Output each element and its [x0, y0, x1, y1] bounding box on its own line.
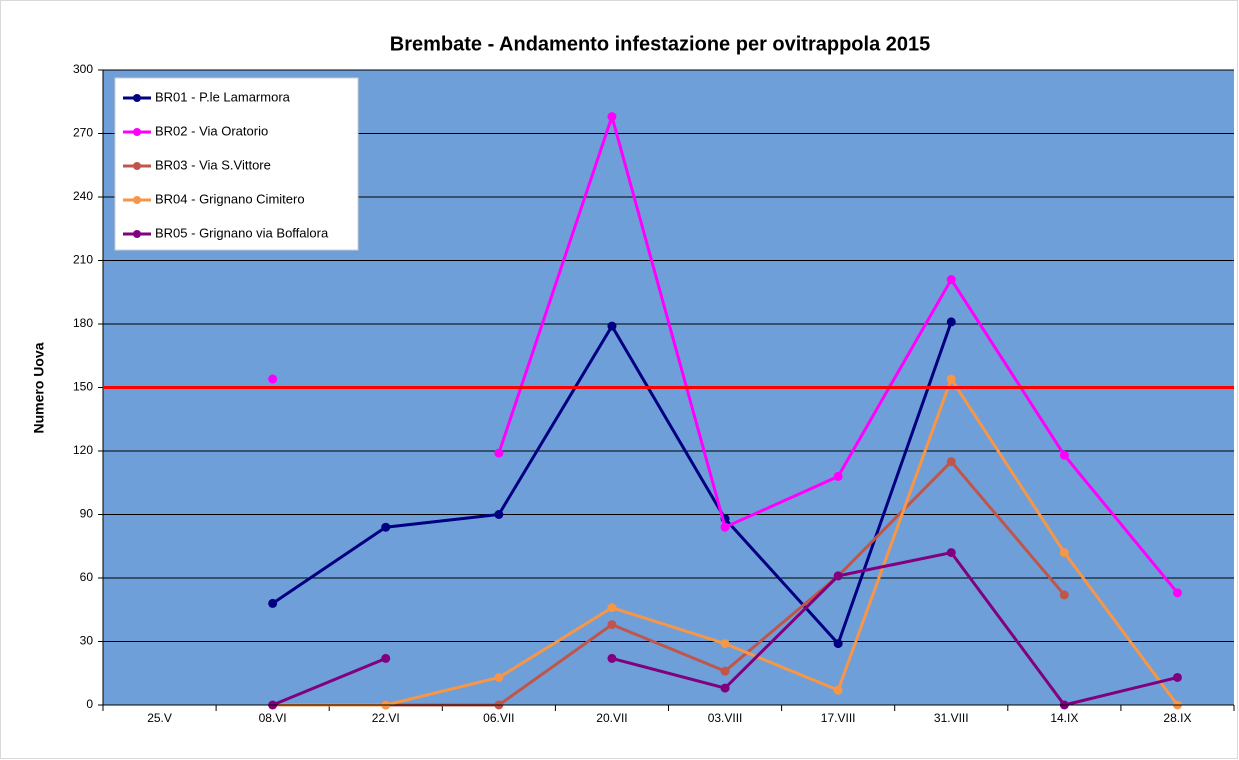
- point: [720, 666, 730, 676]
- x-tick-label: 14.IX: [1050, 711, 1078, 725]
- y-tick-label: 270: [73, 126, 93, 140]
- point: [607, 112, 617, 122]
- point: [607, 603, 617, 613]
- legend-label: BR02 - Via Oratorio: [155, 123, 268, 138]
- point: [607, 620, 617, 630]
- legend: [114, 77, 359, 251]
- point: [1172, 672, 1182, 682]
- point: [494, 448, 504, 458]
- x-tick-label: 08.VI: [259, 711, 287, 725]
- legend-label: BR03 - Via S.Vittore: [155, 157, 271, 172]
- point: [1059, 548, 1069, 558]
- x-tick-label: 31.VIII: [934, 711, 969, 725]
- y-tick-label: 300: [73, 62, 93, 76]
- legend-marker: [133, 162, 141, 170]
- point: [833, 471, 843, 481]
- point: [494, 672, 504, 682]
- legend-label: BR01 - P.le Lamarmora: [155, 89, 291, 104]
- point: [607, 321, 617, 331]
- y-tick-label: 150: [73, 380, 93, 394]
- point: [1059, 450, 1069, 460]
- y-tick-label: 240: [73, 189, 93, 203]
- legend-marker: [133, 128, 141, 136]
- legend-label: BR04 - Grignano Cimitero: [155, 191, 305, 206]
- point: [607, 653, 617, 663]
- y-tick-label: 120: [73, 443, 93, 457]
- point: [946, 374, 956, 384]
- point: [720, 522, 730, 532]
- chart-title: Brembate - Andamento infestazione per ov…: [390, 33, 931, 55]
- point: [946, 457, 956, 467]
- point: [833, 685, 843, 695]
- y-tick-label: 0: [86, 697, 93, 711]
- x-tick-label: 17.VIII: [821, 711, 856, 725]
- point: [946, 317, 956, 327]
- point: [381, 522, 391, 532]
- x-tick-label: 03.VIII: [708, 711, 743, 725]
- x-tick-label: 28.IX: [1163, 711, 1191, 725]
- x-tick-label: 25.V: [147, 711, 172, 725]
- y-tick-label: 30: [80, 634, 94, 648]
- point: [720, 639, 730, 649]
- x-tick-label: 06.VII: [483, 711, 514, 725]
- point: [946, 548, 956, 558]
- point: [268, 598, 278, 608]
- x-tick-label: 22.VI: [372, 711, 400, 725]
- legend-marker: [133, 196, 141, 204]
- point: [833, 639, 843, 649]
- point: [268, 374, 278, 384]
- y-tick-label: 180: [73, 316, 93, 330]
- y-tick-label: 90: [80, 507, 94, 521]
- series-line: [272, 550, 1178, 707]
- point: [946, 275, 956, 285]
- point: [1172, 588, 1182, 598]
- legend-marker: [133, 230, 141, 238]
- point: [1059, 590, 1069, 600]
- point: [494, 510, 504, 519]
- y-tick-label: 60: [80, 570, 94, 584]
- point: [720, 683, 730, 693]
- legend-label: BR05 - Grignano via Boffalora: [155, 225, 329, 240]
- y-tick-label: 210: [73, 253, 93, 267]
- x-tick-label: 20.VII: [596, 711, 627, 725]
- legend-marker: [133, 94, 141, 102]
- y-axis-label: Numero Uova: [31, 342, 47, 433]
- point: [833, 571, 843, 581]
- point: [381, 653, 391, 663]
